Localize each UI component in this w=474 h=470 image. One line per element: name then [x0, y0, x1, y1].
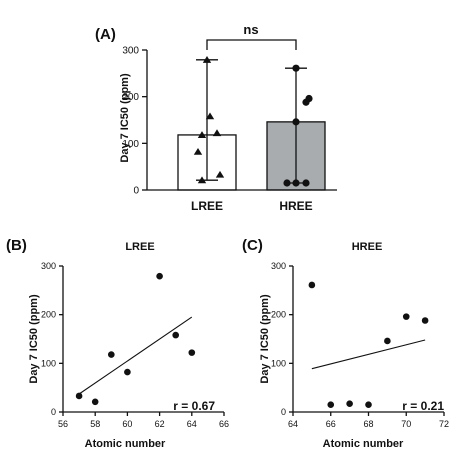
data-point-circle	[302, 179, 310, 187]
data-point-triangle	[205, 112, 215, 120]
trend-line	[311, 339, 426, 370]
panel-c-y-axis-title: Day 7 IC50 (ppm)	[259, 294, 271, 384]
data-point	[384, 337, 391, 345]
panel-b-y-axis-title: Day 7 IC50 (ppm)	[28, 294, 40, 384]
panel-b-y-tick-label: 0	[51, 407, 56, 417]
panel-b-x-tick-label: 62	[155, 419, 165, 429]
panel-b-x-tick-label: 60	[122, 419, 132, 429]
data-point-circle	[292, 118, 300, 126]
panel-b-x-tick-label: 56	[58, 419, 68, 429]
panel-c-y-tick-label: 300	[271, 261, 286, 271]
panel-b-points	[75, 272, 196, 406]
panel-a-y-axis-title: Day 7 IC50 (ppm)	[119, 73, 131, 163]
panel-b-y-tick-label: 100	[41, 358, 56, 368]
panel-a-axes	[146, 50, 337, 191]
panel-a-significance: ns	[206, 22, 297, 50]
panel-a-y-tick-label: 300	[122, 46, 139, 57]
panel-b-x-tick-label: 58	[90, 419, 100, 429]
data-point	[91, 398, 99, 406]
panel-b-trendline	[78, 316, 193, 395]
panel-c-x-tick-label: 68	[363, 419, 373, 429]
data-point	[188, 349, 196, 356]
panel-a-y-tick-label: 200	[122, 92, 139, 103]
panel-a-y-tick-label: 0	[133, 186, 139, 197]
panel-a-y-ticks: 0 100 200 300	[122, 46, 147, 197]
panel-c: (C) HREE Day 7 IC50 (ppm) Atomic number …	[242, 237, 449, 450]
panel-c-ticks: 0 100 200 300 64 66 68 70 72	[271, 261, 449, 429]
panel-c-x-axis-title: Atomic number	[323, 438, 404, 450]
panel-c-x-tick-label: 70	[401, 419, 411, 429]
data-point	[308, 281, 316, 289]
panel-a-points	[193, 56, 313, 187]
panel-b-title: LREE	[125, 241, 154, 253]
panel-c-axes	[292, 266, 444, 413]
data-point	[172, 331, 179, 339]
data-point	[124, 368, 131, 376]
category-label-hree: HREE	[279, 199, 312, 213]
panel-c-title: HREE	[352, 241, 383, 253]
panel-c-x-tick-label: 72	[439, 419, 449, 429]
data-point-circle	[292, 179, 300, 187]
panel-b-y-tick-label: 300	[41, 261, 56, 271]
data-point	[346, 400, 353, 408]
data-point	[327, 401, 335, 409]
panel-b-axes	[62, 266, 224, 413]
data-point	[108, 351, 115, 358]
panel-a-label: (A)	[95, 26, 116, 43]
data-point-circle	[302, 98, 310, 106]
data-point-triangle	[215, 170, 225, 178]
panel-b: (B) LREE Day 7 IC50 (ppm) Atomic number …	[6, 237, 229, 450]
panel-c-x-tick-label: 66	[326, 419, 336, 429]
panel-c-y-tick-label: 100	[271, 358, 286, 368]
trend-line	[78, 316, 193, 395]
panel-c-y-tick-label: 200	[271, 310, 286, 320]
panel-c-r-value: r = 0.21	[402, 399, 444, 413]
panel-b-r-value: r = 0.67	[173, 399, 215, 413]
panel-a: (A) Day 7 IC50 (ppm) 0 100 200 300 LREE HREE…	[95, 22, 337, 213]
data-point	[402, 313, 410, 320]
panel-b-x-axis-title: Atomic number	[85, 438, 166, 450]
panel-b-y-tick-label: 200	[41, 310, 56, 320]
significance-label: ns	[243, 22, 258, 37]
data-point-triangle	[197, 176, 207, 184]
panel-a-y-tick-label: 100	[122, 139, 139, 150]
panel-b-label: (B)	[6, 237, 27, 254]
data-point	[156, 272, 163, 280]
data-point	[75, 392, 83, 400]
panel-c-points	[308, 281, 429, 409]
data-point-triangle	[202, 56, 212, 63]
data-point-circle	[283, 179, 291, 187]
data-point-triangle	[193, 147, 203, 155]
panel-c-label: (C)	[242, 237, 263, 254]
panel-c-y-tick-label: 0	[281, 407, 286, 417]
data-point	[421, 317, 429, 324]
panel-b-x-tick-label: 64	[187, 419, 197, 429]
data-point-triangle	[197, 131, 207, 138]
data-point-triangle	[212, 129, 222, 137]
data-point-circle	[292, 64, 300, 72]
panel-c-trendline	[311, 339, 426, 370]
data-point	[365, 401, 372, 409]
panel-b-ticks: 0 100 200 300 56 58 60 62 64 66	[41, 261, 229, 429]
category-label-lree: LREE	[191, 199, 223, 213]
panel-a-categories: LREE HREE	[191, 199, 313, 213]
panel-b-x-tick-label: 66	[219, 419, 229, 429]
panel-c-x-tick-label: 64	[288, 419, 298, 429]
significance-bracket	[206, 39, 297, 50]
